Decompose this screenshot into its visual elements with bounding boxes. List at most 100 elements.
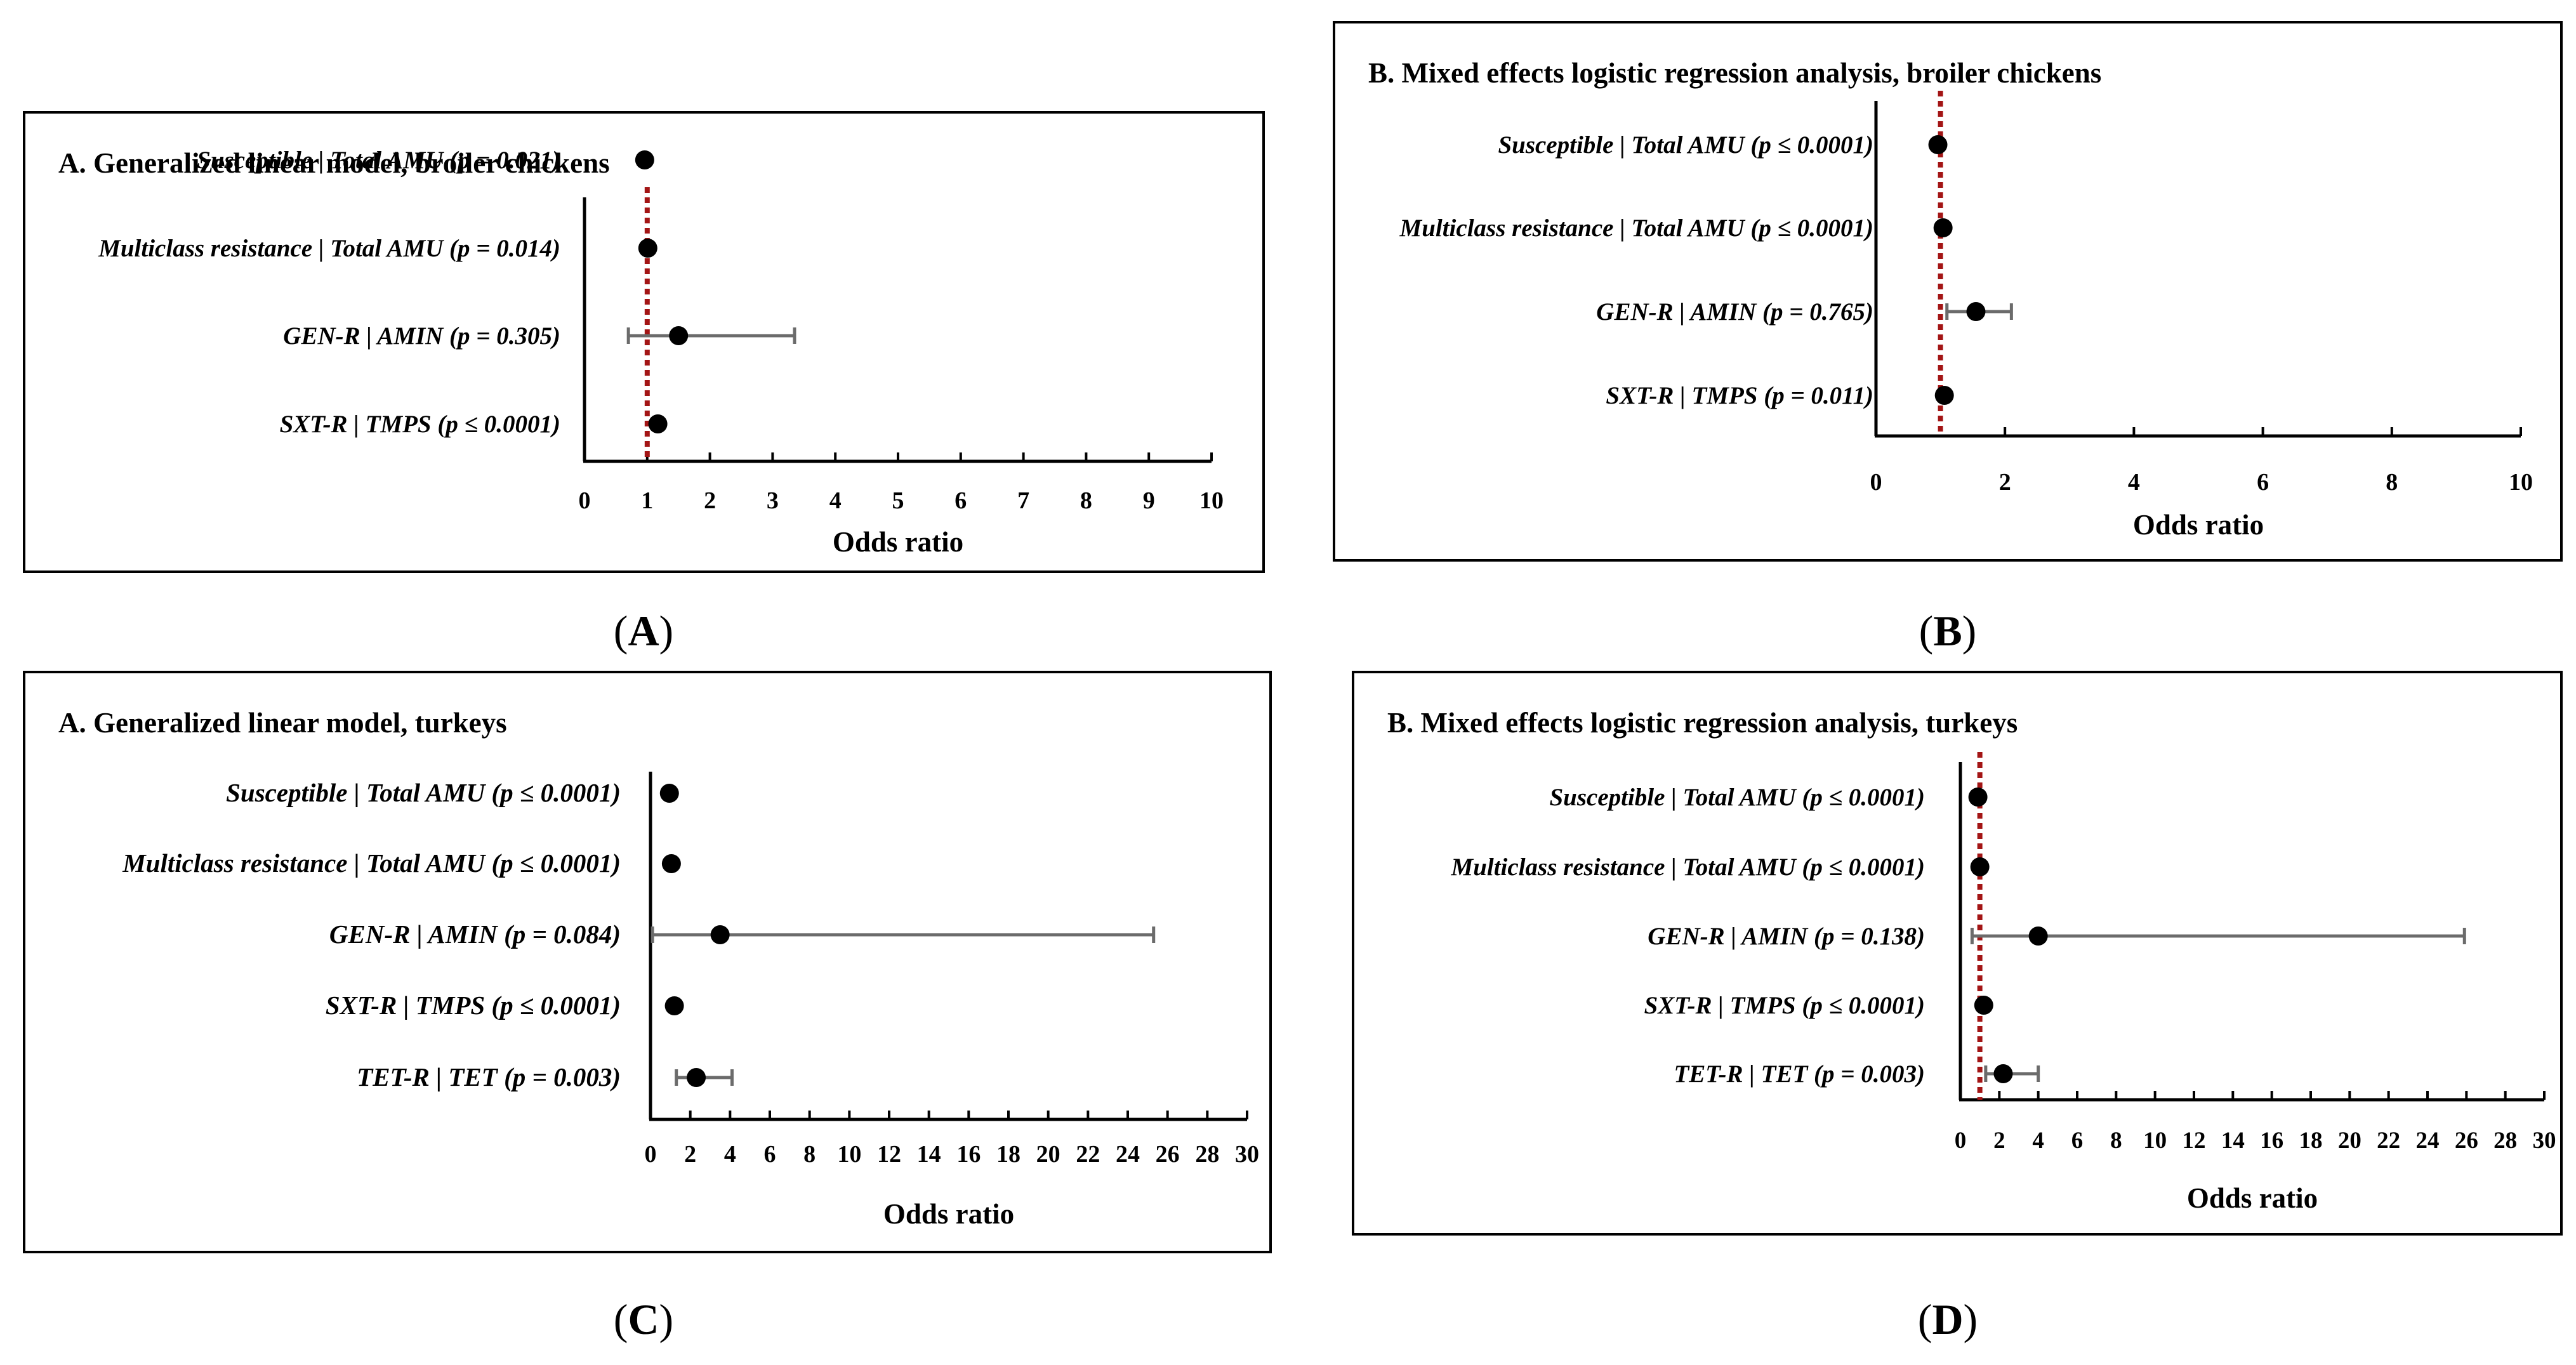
x-tick-label: 4 — [829, 487, 842, 514]
odds-ratio-point — [1970, 857, 1990, 876]
x-axis-label: Odds ratio — [2133, 509, 2264, 541]
chart-title: A. Generalized linear model, turkeys — [58, 707, 507, 739]
x-tick-label: 14 — [2221, 1128, 2245, 1154]
forest-plot-a: 0 1 2 3 4 5 6 7 8 9 10 Odds ratio Susceptible | Tota… — [98, 147, 1224, 558]
x-tick-label: 12 — [2183, 1128, 2206, 1154]
x-tick-label: 3 — [767, 487, 779, 514]
row-label: Multiclass resistance | Total AMU (p ≤ 0… — [122, 848, 621, 878]
x-tick-label: 28 — [1195, 1141, 1219, 1168]
odds-ratio-point — [1968, 788, 1988, 807]
x-tick-label: 22 — [1076, 1141, 1100, 1168]
x-tick-label: 26 — [1156, 1141, 1180, 1168]
x-tick-label: 8 — [2386, 469, 2398, 496]
x-tick-label: 18 — [996, 1141, 1020, 1168]
odds-ratio-point — [1933, 218, 1953, 237]
row-label: Multiclass resistance | Total AMU (p ≤ 0… — [1451, 854, 1925, 881]
row-label: Susceptible | Total AMU (p ≤ 0.0001) — [1498, 131, 1873, 159]
x-tick-label: 30 — [2533, 1128, 2556, 1154]
x-axis-label: Odds ratio — [883, 1198, 1014, 1230]
x-tick-label: 8 — [803, 1141, 816, 1168]
row-label: Multiclass resistance | Total AMU (p ≤ 0… — [1399, 214, 1873, 242]
x-tick-label: 2 — [704, 487, 716, 514]
x-tick-label: 1 — [641, 487, 653, 514]
odds-ratio-point — [635, 150, 654, 169]
odds-ratio-point — [1966, 302, 1986, 321]
x-tick-label: 4 — [724, 1141, 736, 1168]
row-label: TET-R | TET (p = 0.003) — [357, 1062, 621, 1091]
row-label: GEN-R | AMIN (p = 0.138) — [1648, 923, 1925, 950]
x-tick-label: 2 — [684, 1141, 696, 1168]
odds-ratio-point — [1993, 1064, 2013, 1083]
panel-caption-d: (D) — [1917, 1295, 1978, 1343]
row-label: SXT-R | TMPS (p = 0.011) — [1606, 382, 1873, 409]
odds-ratio-point — [659, 784, 679, 803]
x-tick-label: 0 — [579, 487, 591, 514]
x-tick-label: 20 — [1036, 1141, 1060, 1168]
odds-ratio-point — [648, 414, 668, 433]
x-tick-label: 6 — [2071, 1128, 2084, 1154]
row-label: Susceptible | Total AMU (p = 0.021) — [197, 147, 560, 174]
x-tick-label: 10 — [2143, 1128, 2167, 1154]
x-tick-label: 12 — [877, 1141, 901, 1168]
odds-ratio-point — [1934, 386, 1954, 405]
row-label: Multiclass resistance | Total AMU (p = 0… — [98, 235, 560, 262]
odds-ratio-point — [661, 854, 681, 873]
panel-caption-a: (A) — [613, 607, 674, 655]
x-tick-label: 2 — [1999, 469, 2011, 496]
chart-title: A. Generalized linear model, broiler chi… — [58, 147, 610, 179]
x-tick-label: 2 — [1993, 1128, 2005, 1154]
x-tick-label: 16 — [2260, 1128, 2283, 1154]
x-tick-label: 18 — [2299, 1128, 2323, 1154]
odds-ratio-point — [1928, 135, 1948, 154]
odds-ratio-point — [664, 996, 684, 1015]
x-tick-label: 0 — [1870, 469, 1882, 496]
panel-caption-b: (B) — [1919, 607, 1977, 655]
panel-a: A. Generalized linear model, broiler chi… — [23, 111, 1265, 573]
row-label: TET-R | TET (p = 0.003) — [1674, 1060, 1925, 1088]
x-tick-label: 6 — [764, 1141, 776, 1168]
row-label: SXT-R | TMPS (p ≤ 0.0001) — [280, 411, 560, 438]
x-tick-label: 0 — [1955, 1128, 1967, 1154]
odds-ratio-point — [669, 326, 689, 345]
chart-title: B. Mixed effects logistic regression ana… — [1368, 57, 2102, 89]
x-tick-label: 6 — [954, 487, 967, 514]
odds-ratio-point — [1974, 996, 1993, 1015]
row-label: Susceptible | Total AMU (p ≤ 0.0001) — [226, 778, 621, 807]
row-label: SXT-R | TMPS (p ≤ 0.0001) — [326, 991, 621, 1020]
x-tick-label: 5 — [892, 487, 904, 514]
odds-ratio-point — [2028, 926, 2048, 946]
x-tick-label: 10 — [1199, 487, 1224, 514]
x-tick-label: 8 — [2110, 1128, 2122, 1154]
x-tick-label: 10 — [2509, 469, 2533, 496]
x-tick-label: 10 — [837, 1141, 861, 1168]
panel-caption-c: (C) — [613, 1295, 674, 1343]
x-tick-label: 20 — [2338, 1128, 2361, 1154]
x-tick-label: 14 — [917, 1141, 941, 1168]
x-axis-label: Odds ratio — [833, 526, 963, 558]
row-label: SXT-R | TMPS (p ≤ 0.0001) — [1644, 992, 1925, 1019]
odds-ratio-point — [687, 1068, 706, 1087]
x-tick-label: 4 — [2128, 469, 2140, 496]
x-axis-label: Odds ratio — [2187, 1182, 2318, 1214]
chart-title: B. Mixed effects logistic regression ana… — [1387, 707, 2018, 739]
x-tick-label: 9 — [1143, 487, 1155, 514]
odds-ratio-point — [638, 239, 657, 258]
row-label: GEN-R | AMIN (p = 0.305) — [283, 322, 560, 350]
panel-b: B. Mixed effects logistic regression ana… — [1333, 21, 2563, 562]
x-tick-label: 4 — [2032, 1128, 2044, 1154]
x-tick-label: 26 — [2455, 1128, 2478, 1154]
row-label: GEN-R | AMIN (p = 0.084) — [329, 920, 621, 949]
x-tick-label: 22 — [2377, 1128, 2400, 1154]
x-tick-label: 6 — [2257, 469, 2269, 496]
forest-plot-b: 0 2 4 6 8 10 Odds ratio Susceptible | Total AMU… — [1399, 91, 2533, 541]
panel-d: B. Mixed effects logistic regression ana… — [1352, 671, 2563, 1236]
x-tick-label: 28 — [2493, 1128, 2517, 1154]
row-label: Susceptible | Total AMU (p ≤ 0.0001) — [1549, 784, 1925, 811]
x-tick-label: 8 — [1080, 487, 1092, 514]
x-tick-label: 30 — [1235, 1141, 1259, 1168]
x-tick-label: 24 — [2416, 1128, 2440, 1154]
x-tick-label: 0 — [645, 1141, 657, 1168]
